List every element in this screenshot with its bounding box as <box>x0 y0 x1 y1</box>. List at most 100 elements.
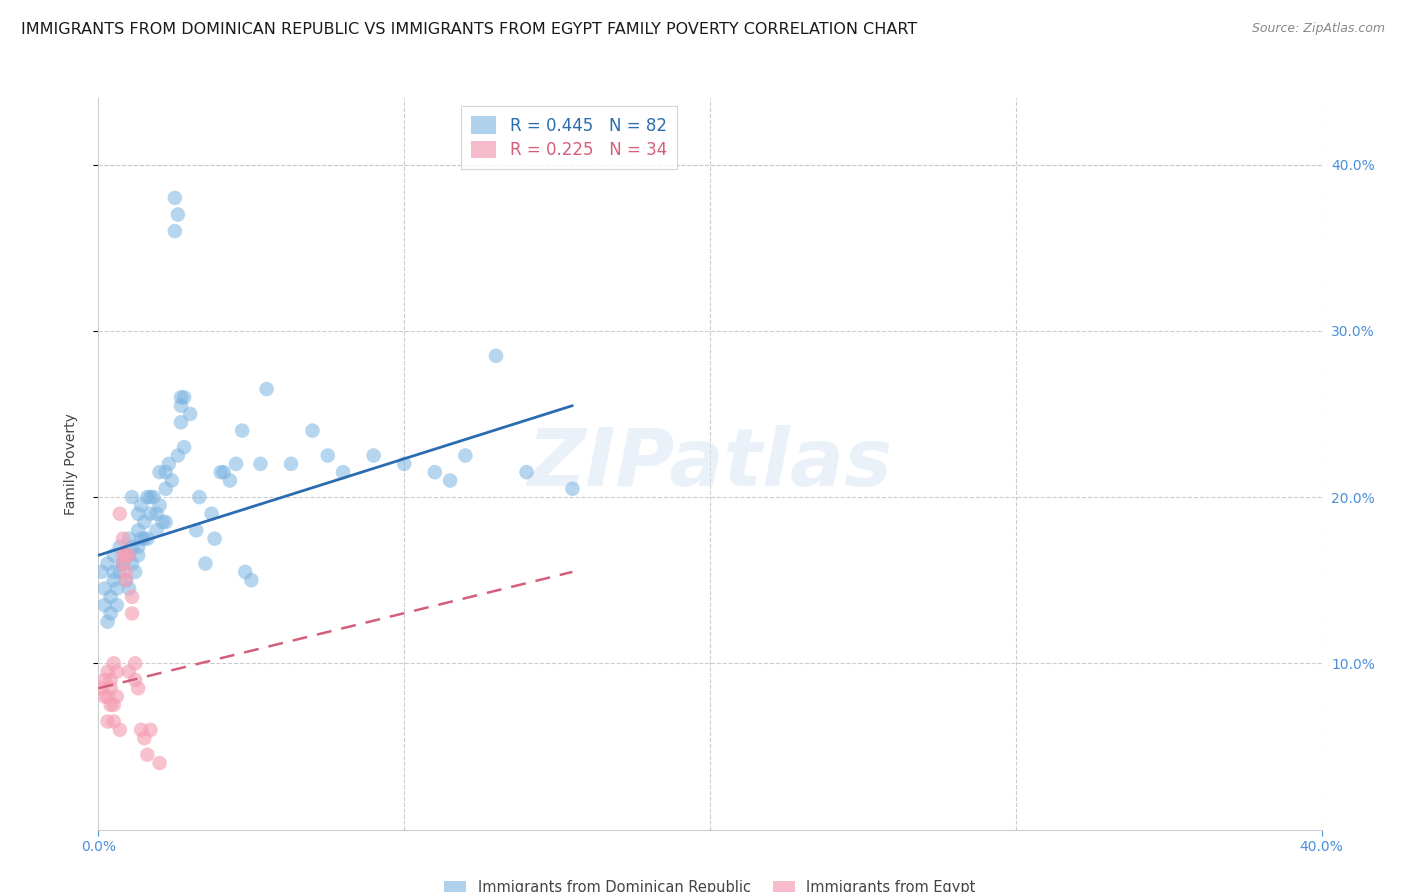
Point <box>240 573 263 587</box>
Point <box>111 557 134 571</box>
Point <box>93 598 115 612</box>
Point <box>115 565 138 579</box>
Legend: Immigrants from Dominican Republic, Immigrants from Egypt: Immigrants from Dominican Republic, Immi… <box>437 873 983 892</box>
Point <box>149 756 172 770</box>
Point <box>167 207 190 221</box>
Point <box>194 557 217 571</box>
Point <box>167 449 190 463</box>
Point <box>134 532 156 546</box>
Point <box>115 548 138 563</box>
Point <box>134 731 156 746</box>
Point <box>136 490 159 504</box>
Point <box>118 582 141 596</box>
Point <box>93 673 115 687</box>
Point <box>111 557 134 571</box>
Point <box>105 582 128 596</box>
Point <box>108 507 131 521</box>
Point <box>204 532 226 546</box>
Point <box>179 407 201 421</box>
Point <box>111 532 134 546</box>
Point <box>127 548 149 563</box>
Point <box>157 457 180 471</box>
Point <box>105 665 128 679</box>
Point <box>108 723 131 737</box>
Point <box>249 457 271 471</box>
Text: ZIPatlas: ZIPatlas <box>527 425 893 503</box>
Point <box>90 565 112 579</box>
Point <box>103 565 125 579</box>
Point <box>103 698 125 712</box>
Point <box>127 540 149 554</box>
Point <box>124 657 146 671</box>
Point <box>121 540 143 554</box>
Point <box>149 465 172 479</box>
Point <box>97 557 120 571</box>
Point <box>200 507 222 521</box>
Point <box>100 673 122 687</box>
Point <box>139 507 162 521</box>
Point <box>142 490 165 504</box>
Point <box>316 449 339 463</box>
Y-axis label: Family Poverty: Family Poverty <box>63 413 77 515</box>
Point <box>127 507 149 521</box>
Point <box>121 607 143 621</box>
Point <box>118 548 141 563</box>
Point <box>105 598 128 612</box>
Point <box>139 490 162 504</box>
Point <box>124 673 146 687</box>
Point <box>97 665 120 679</box>
Point <box>97 615 120 629</box>
Point <box>225 457 247 471</box>
Point <box>186 524 208 538</box>
Point <box>173 390 195 404</box>
Point <box>163 224 186 238</box>
Point <box>423 465 446 479</box>
Point <box>134 515 156 529</box>
Point <box>97 690 120 704</box>
Point <box>170 415 193 429</box>
Point <box>170 399 193 413</box>
Text: Source: ZipAtlas.com: Source: ZipAtlas.com <box>1251 22 1385 36</box>
Point <box>332 465 354 479</box>
Point <box>485 349 508 363</box>
Point <box>103 548 125 563</box>
Point <box>155 515 177 529</box>
Point <box>121 590 143 604</box>
Point <box>127 524 149 538</box>
Point <box>100 607 122 621</box>
Point <box>163 191 186 205</box>
Point <box>136 532 159 546</box>
Point <box>118 548 141 563</box>
Point <box>155 482 177 496</box>
Point <box>219 474 242 488</box>
Point <box>392 457 416 471</box>
Point <box>188 490 211 504</box>
Point <box>111 557 134 571</box>
Point <box>173 440 195 454</box>
Point <box>108 540 131 554</box>
Point <box>516 465 538 479</box>
Point <box>212 465 235 479</box>
Point <box>280 457 302 471</box>
Point <box>145 524 167 538</box>
Point <box>115 548 138 563</box>
Point <box>170 390 193 404</box>
Point <box>103 573 125 587</box>
Point <box>100 681 122 696</box>
Point <box>108 565 131 579</box>
Point <box>152 515 174 529</box>
Point <box>115 573 138 587</box>
Point <box>363 449 385 463</box>
Point <box>139 723 162 737</box>
Point <box>155 465 177 479</box>
Point <box>121 557 143 571</box>
Point <box>97 714 120 729</box>
Point <box>103 714 125 729</box>
Point <box>561 482 583 496</box>
Point <box>129 723 152 737</box>
Point <box>136 747 159 762</box>
Point <box>100 590 122 604</box>
Point <box>100 698 122 712</box>
Point <box>160 474 183 488</box>
Point <box>129 499 152 513</box>
